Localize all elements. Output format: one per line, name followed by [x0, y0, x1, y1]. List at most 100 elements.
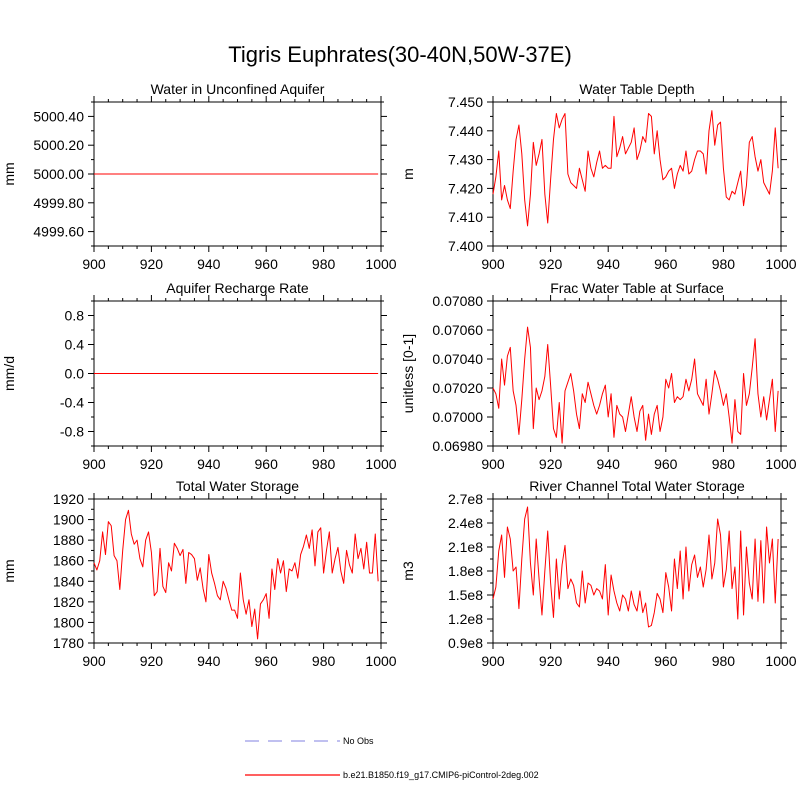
- y-tick-label: 5000.20: [33, 137, 84, 153]
- x-tick-label: 980: [712, 653, 736, 669]
- x-tick-label: 960: [255, 456, 279, 472]
- y-tick-label: 1840: [53, 573, 84, 589]
- y-tick-label: 0.9e8: [448, 635, 483, 651]
- y-tick-label: 0.8: [65, 308, 85, 324]
- x-tick-label: 940: [197, 456, 221, 472]
- panel-3: Aquifer Recharge Rate 900 920 940 960 980 1000…: [1, 280, 397, 472]
- y-tick-label: 1860: [53, 553, 84, 569]
- y-axis-label: m3: [400, 561, 416, 581]
- y-tick-label: 1920: [53, 491, 84, 507]
- x-tick-label: 1000: [365, 653, 396, 669]
- series-line: [492, 506, 779, 628]
- panel-title: Water in Unconfined Aquifer: [151, 81, 325, 97]
- plot-frame: [93, 498, 382, 644]
- panel-title: Total Water Storage: [176, 478, 299, 494]
- y-tick-label: 7.450: [448, 94, 483, 110]
- y-tick-label: 1800: [53, 614, 84, 630]
- x-tick-label: 900: [481, 256, 505, 272]
- y-tick-label: 2.7e8: [448, 491, 483, 507]
- x-tick-label: 980: [312, 653, 336, 669]
- series-line: [492, 326, 779, 444]
- x-tick-label: 920: [539, 653, 563, 669]
- y-tick-label: 1.5e8: [448, 587, 483, 603]
- y-tick-label: 0.07060: [432, 322, 483, 338]
- x-tick-label: 900: [82, 653, 106, 669]
- y-tick-label: 7.410: [448, 209, 483, 225]
- y-tick-label: 4999.80: [33, 195, 84, 211]
- x-tick-label: 1000: [365, 256, 396, 272]
- panel-6: River Channel Total Water Storage 900 920 9…: [400, 478, 797, 669]
- y-tick-label: 7.420: [448, 180, 483, 196]
- y-tick-label: 7.440: [448, 123, 483, 139]
- x-tick-label: 980: [712, 256, 736, 272]
- y-axis-label: mm/d: [1, 356, 17, 391]
- y-tick-label: 1880: [53, 532, 84, 548]
- x-tick-label: 940: [197, 653, 221, 669]
- panel-title: Water Table Depth: [579, 81, 694, 97]
- y-tick-label: 1900: [53, 512, 84, 528]
- y-tick-label: 2.4e8: [448, 515, 483, 531]
- panel-4: Frac Water Table at Surface 900 920 940 960 9…: [400, 280, 797, 472]
- y-axis-label: mm: [1, 559, 17, 582]
- x-tick-label: 1000: [765, 653, 796, 669]
- series-line: [93, 509, 379, 640]
- panel-5: Total Water Storage 900 920 940 960 980 1000 17…: [1, 478, 397, 669]
- panel-title: Frac Water Table at Surface: [550, 280, 724, 296]
- plot-frame: [492, 300, 782, 447]
- x-tick-label: 1000: [765, 256, 796, 272]
- x-tick-label: 980: [312, 456, 336, 472]
- panel-1: Water in Unconfined Aquifer 900 920 940 960 9…: [1, 81, 397, 272]
- x-tick-label: 900: [481, 456, 505, 472]
- y-tick-label: 4999.60: [33, 224, 84, 240]
- y-tick-label: 0.06980: [432, 438, 483, 454]
- panel-title: Aquifer Recharge Rate: [166, 280, 309, 296]
- x-tick-label: 960: [255, 653, 279, 669]
- x-tick-label: 1000: [365, 456, 396, 472]
- x-tick-label: 940: [597, 256, 621, 272]
- x-tick-label: 940: [597, 456, 621, 472]
- plot-frame: [492, 101, 782, 247]
- x-tick-label: 900: [82, 456, 106, 472]
- x-tick-label: 960: [654, 653, 678, 669]
- x-tick-label: 920: [539, 256, 563, 272]
- panel-2: Water Table Depth 900 920 940 960 980 1000 7.40…: [400, 81, 797, 272]
- y-tick-label: 0.07020: [432, 380, 483, 396]
- legend: No Obs b.e21.B1850.f19_g17.CMIP6-piContro…: [245, 736, 539, 780]
- y-axis-label: m: [400, 168, 416, 180]
- x-tick-label: 920: [539, 456, 563, 472]
- y-tick-label: 0.07080: [432, 293, 483, 309]
- y-tick-label: 5000.40: [33, 108, 84, 124]
- x-tick-label: 920: [140, 456, 164, 472]
- x-tick-label: 940: [597, 653, 621, 669]
- y-tick-label: 0.07040: [432, 351, 483, 367]
- y-tick-label: 1.8e8: [448, 563, 483, 579]
- y-tick-label: 0.07000: [432, 409, 483, 425]
- y-tick-label: -0.8: [60, 424, 84, 440]
- y-axis-label: mm: [1, 162, 17, 185]
- x-tick-label: 920: [140, 653, 164, 669]
- y-tick-label: 1.2e8: [448, 611, 483, 627]
- panel-title: River Channel Total Water Storage: [529, 478, 745, 494]
- figure-title: Tigris Euphrates(30-40N,50W-37E): [228, 42, 572, 67]
- y-tick-label: 7.400: [448, 238, 483, 254]
- x-tick-label: 980: [312, 256, 336, 272]
- y-tick-label: 2.1e8: [448, 539, 483, 555]
- x-tick-label: 960: [654, 456, 678, 472]
- x-tick-label: 900: [82, 256, 106, 272]
- legend-label: b.e21.B1850.f19_g17.CMIP6-piControl-2deg…: [343, 770, 539, 780]
- x-tick-label: 900: [481, 653, 505, 669]
- x-tick-label: 920: [140, 256, 164, 272]
- y-tick-label: 0.0: [65, 366, 85, 382]
- y-axis-label: unitless [0-1]: [400, 334, 416, 413]
- y-tick-label: 5000.00: [33, 166, 84, 182]
- y-tick-label: 7.430: [448, 152, 483, 168]
- x-tick-label: 960: [255, 256, 279, 272]
- x-tick-label: 1000: [765, 456, 796, 472]
- y-tick-label: 1820: [53, 594, 84, 610]
- legend-label: No Obs: [343, 736, 374, 746]
- panels-group: Water in Unconfined Aquifer 900 920 940 960 9…: [1, 81, 797, 669]
- x-tick-label: 960: [654, 256, 678, 272]
- y-tick-label: -0.4: [60, 395, 84, 411]
- y-tick-label: 1780: [53, 635, 84, 651]
- y-tick-label: 0.4: [65, 337, 85, 353]
